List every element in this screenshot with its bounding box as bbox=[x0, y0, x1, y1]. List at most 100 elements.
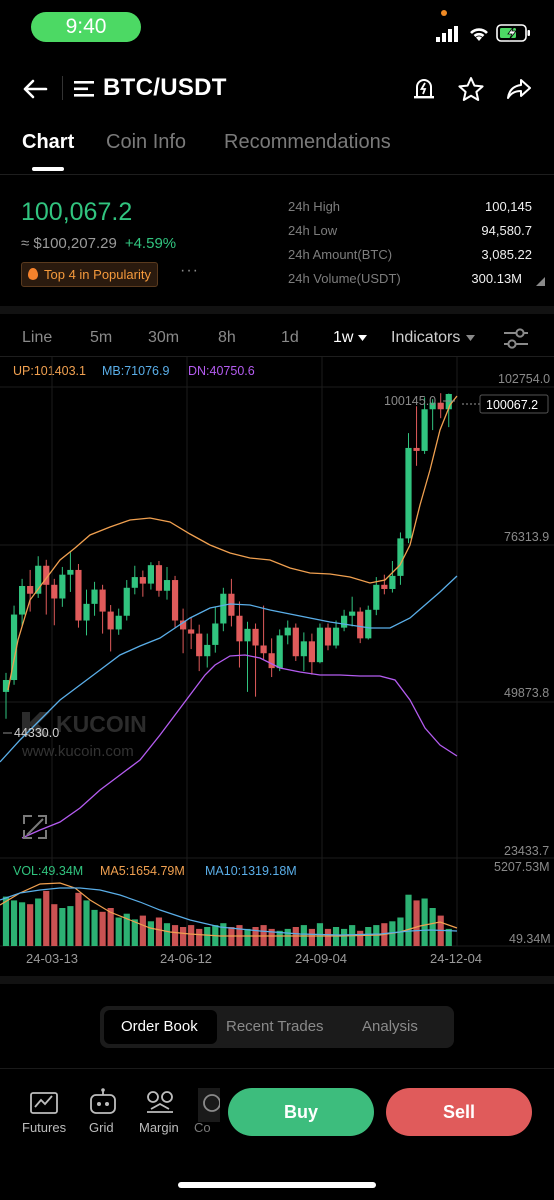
interval-1d[interactable]: 1d bbox=[281, 329, 299, 346]
candle-body bbox=[180, 620, 187, 630]
volume-bar bbox=[27, 904, 34, 946]
volume-bar bbox=[99, 911, 106, 946]
corner-expand-icon[interactable] bbox=[536, 277, 545, 286]
volume-bar bbox=[147, 921, 154, 946]
wifi-icon bbox=[470, 28, 488, 41]
tab-analysis[interactable]: Analysis bbox=[362, 1018, 418, 1035]
bottom-bar-border bbox=[0, 1068, 554, 1069]
volume-bar bbox=[244, 928, 251, 946]
more-options-button[interactable]: ··· bbox=[180, 262, 199, 279]
volume-bar bbox=[220, 923, 227, 946]
volume-bar bbox=[35, 898, 42, 946]
candle-body bbox=[445, 393, 452, 410]
margin-icon[interactable] bbox=[145, 1090, 175, 1116]
fiat-price: ≈ $100,207.29 bbox=[21, 235, 117, 252]
candle-body bbox=[236, 615, 243, 642]
back-arrow-icon[interactable] bbox=[22, 78, 48, 100]
candle-body bbox=[19, 585, 26, 615]
volume-ma10-line bbox=[0, 887, 458, 936]
price-axis-label-2: 76313.9 bbox=[504, 530, 549, 544]
chart-settings-icon[interactable] bbox=[504, 328, 528, 350]
futures-chart-icon[interactable] bbox=[30, 1090, 60, 1116]
grid-robot-icon[interactable] bbox=[88, 1088, 118, 1116]
bb-lower-line bbox=[21, 654, 458, 839]
nav-margin[interactable]: Margin bbox=[139, 1120, 179, 1135]
current-price-box bbox=[479, 394, 549, 414]
candle-body bbox=[268, 653, 275, 669]
indicators-chevron-icon[interactable] bbox=[466, 335, 475, 341]
nav-futures[interactable]: Futures bbox=[22, 1120, 67, 1135]
indicators-button[interactable]: Indicators bbox=[391, 329, 461, 346]
volume-bar bbox=[67, 906, 74, 946]
candle-body bbox=[389, 575, 396, 589]
watermark-url: www.kucoin.com bbox=[21, 743, 134, 760]
volume-bar bbox=[180, 927, 187, 946]
candle-body bbox=[397, 538, 404, 576]
volume-bar bbox=[83, 900, 90, 946]
candle-body bbox=[91, 589, 98, 604]
favorite-star-icon[interactable] bbox=[457, 76, 485, 102]
popularity-badge[interactable]: Top 4 in Popularity bbox=[21, 262, 158, 287]
tab-chart[interactable]: Chart bbox=[22, 131, 75, 153]
volume-bar bbox=[43, 890, 50, 946]
tab-recommendations[interactable]: Recommendations bbox=[224, 131, 391, 153]
price-axis-label-1: 102754.0 bbox=[498, 372, 550, 386]
pair-title[interactable]: BTC/USDT bbox=[103, 74, 227, 101]
candle-body bbox=[413, 447, 420, 451]
bb-up-legend: UP:101403.1 bbox=[13, 364, 86, 378]
volume-bar bbox=[10, 900, 18, 946]
interval-5m[interactable]: 5m bbox=[90, 329, 113, 346]
fullscreen-icon bbox=[23, 815, 47, 839]
interval-8h[interactable]: 8h bbox=[218, 329, 236, 346]
candle-body bbox=[147, 565, 154, 584]
volume-bar bbox=[75, 892, 82, 946]
candle-body bbox=[373, 584, 380, 610]
interval-1w[interactable]: 1w bbox=[333, 329, 354, 346]
interval-30m[interactable]: 30m bbox=[148, 329, 180, 346]
buy-button[interactable]: Buy bbox=[228, 1088, 374, 1136]
volume-bar bbox=[429, 908, 436, 946]
nav-grid[interactable]: Grid bbox=[89, 1120, 114, 1135]
flame-icon bbox=[28, 268, 38, 280]
volume-bar bbox=[123, 913, 130, 946]
candle-body bbox=[196, 633, 203, 657]
nav-convert[interactable]: Co bbox=[194, 1120, 211, 1135]
share-icon[interactable] bbox=[506, 77, 532, 101]
chart-grid bbox=[0, 357, 554, 947]
volume-bar bbox=[188, 925, 195, 946]
volume-bar bbox=[308, 928, 315, 946]
date-label-1: 24-03-13 bbox=[26, 951, 78, 966]
section-divider bbox=[0, 306, 554, 314]
candlestick-chart[interactable]: KUCOIN www.kucoin.com 102754.0 76313.9 4… bbox=[0, 356, 554, 976]
sell-button[interactable]: Sell bbox=[386, 1088, 532, 1136]
order-tab-active-bg bbox=[104, 1010, 217, 1044]
volume-legend: VOL:49.34M bbox=[13, 864, 84, 878]
kucoin-watermark: KUCOIN www.kucoin.com bbox=[21, 711, 147, 760]
pair-menu-icon[interactable] bbox=[74, 80, 94, 98]
candles bbox=[2, 393, 452, 719]
tab-coin-info[interactable]: Coin Info bbox=[106, 131, 187, 153]
candle-body bbox=[27, 585, 34, 594]
stat-label-high: 24h High bbox=[288, 199, 341, 214]
volume-bar bbox=[324, 928, 332, 946]
candle-body bbox=[284, 627, 291, 636]
bb-upper-line bbox=[7, 395, 458, 691]
price-alert-icon[interactable] bbox=[412, 76, 436, 102]
candle-body bbox=[107, 611, 114, 630]
volume-bar bbox=[115, 917, 122, 946]
volume-bar bbox=[365, 927, 372, 946]
header-divider bbox=[62, 76, 63, 100]
convert-icon[interactable] bbox=[198, 1088, 220, 1122]
home-indicator[interactable] bbox=[178, 1182, 376, 1188]
price-axis-label-3: 49873.8 bbox=[504, 686, 549, 700]
candle-body bbox=[10, 614, 18, 681]
candle-body bbox=[437, 402, 444, 410]
chevron-down-icon[interactable] bbox=[358, 335, 367, 341]
tab-order-book[interactable]: Order Book bbox=[121, 1018, 198, 1035]
volume-bar bbox=[19, 902, 26, 946]
interval-line[interactable]: Line bbox=[22, 329, 53, 346]
stat-label-amount: 24h Amount(BTC) bbox=[288, 247, 393, 262]
tab-recent-trades[interactable]: Recent Trades bbox=[226, 1018, 324, 1035]
candle-body bbox=[300, 641, 307, 657]
candle-body bbox=[188, 629, 195, 634]
